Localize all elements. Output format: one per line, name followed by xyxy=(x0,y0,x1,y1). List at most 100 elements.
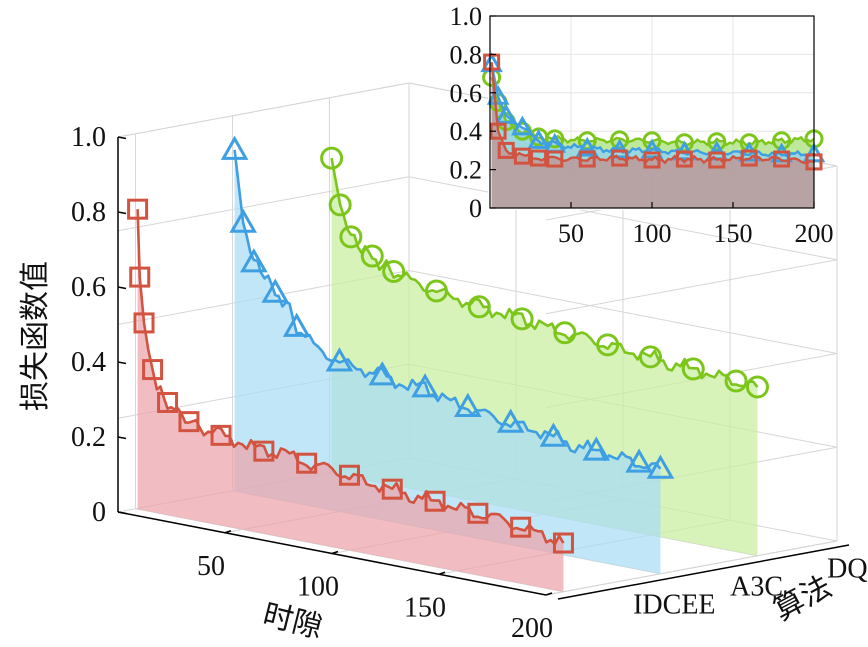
square-marker xyxy=(467,502,489,524)
grid-line xyxy=(117,176,410,232)
square-marker xyxy=(675,150,693,168)
x-tick-mark xyxy=(438,571,446,575)
square-marker xyxy=(127,198,149,220)
circle-marker xyxy=(596,333,620,357)
triangle-marker xyxy=(646,454,675,479)
circle-marker xyxy=(545,129,565,149)
series-line-A3C xyxy=(233,149,662,470)
category-label-IDCEE: IDCEE xyxy=(633,590,715,621)
inset-y-tick-label: 1.0 xyxy=(450,2,483,31)
x-tick-label: 50 xyxy=(197,551,225,582)
triangle-marker xyxy=(496,408,525,433)
circle-marker xyxy=(510,307,534,331)
y-tick-label: 0.8 xyxy=(71,197,106,228)
square-marker xyxy=(708,151,726,169)
y-tick-label: 0.2 xyxy=(71,422,106,453)
y-tick-mark xyxy=(117,211,127,215)
triangle-marker xyxy=(494,104,518,124)
category-label-DQN: DQN xyxy=(827,554,868,585)
triangle-marker xyxy=(608,138,631,159)
square-marker xyxy=(210,424,232,446)
square-marker xyxy=(483,53,501,71)
circle-marker xyxy=(328,193,352,217)
circle-marker xyxy=(320,146,344,170)
x-axis-label: 时隙 xyxy=(260,598,326,645)
square-marker xyxy=(513,147,531,165)
square-marker xyxy=(133,312,155,334)
square-marker xyxy=(157,391,179,413)
circle-marker xyxy=(638,345,662,369)
circle-marker xyxy=(724,369,748,393)
triangle-marker xyxy=(454,392,482,417)
square-marker xyxy=(296,452,318,474)
triangle-marker xyxy=(240,248,268,273)
square-marker xyxy=(142,359,164,381)
square-marker xyxy=(381,478,403,500)
x-tick-label: 150 xyxy=(404,592,446,623)
square-marker xyxy=(578,150,596,168)
x-tick-label: 100 xyxy=(297,572,339,603)
x-tick-label: 200 xyxy=(511,613,553,644)
square-marker xyxy=(740,149,758,167)
x-tick-mark xyxy=(545,592,553,596)
inset-axes: 0 0.2 0.4 0.6 0.8 1.0 50 100 150 200 xyxy=(450,2,834,248)
inset-fill-IDCEE xyxy=(491,62,814,208)
y-axis-label: 损失函数值 xyxy=(19,261,52,411)
y-tick-label: 1.0 xyxy=(71,122,106,153)
circle-marker xyxy=(681,357,705,381)
circle-marker xyxy=(424,279,448,303)
x-tick-mark xyxy=(224,530,232,534)
series-fills xyxy=(137,149,758,592)
series-line-DQN xyxy=(330,157,759,388)
series-fill-IDCEE xyxy=(137,209,564,592)
inset-y-tick-label: 0.8 xyxy=(450,40,483,69)
triangle-marker xyxy=(368,361,397,386)
y-tick-mark xyxy=(117,436,127,440)
category-label-A3C: A3C xyxy=(730,572,783,603)
inset-y-tick-label: 0.2 xyxy=(450,156,483,185)
inset-chart: 0 0.2 0.4 0.6 0.8 1.0 50 100 150 200 xyxy=(450,2,834,248)
square-marker xyxy=(129,266,151,288)
y-tick-mark xyxy=(117,361,127,365)
y-tick-mark xyxy=(117,136,127,140)
square-marker xyxy=(178,411,200,433)
triangle-marker xyxy=(282,312,311,337)
square-marker xyxy=(338,464,360,486)
square-marker xyxy=(424,490,446,512)
circle-marker xyxy=(772,131,792,151)
square-marker xyxy=(643,151,661,169)
triangle-marker xyxy=(582,436,611,461)
square-marker xyxy=(611,149,629,167)
square-marker xyxy=(530,149,548,167)
circle-marker xyxy=(360,244,384,268)
circle-marker xyxy=(467,295,491,319)
inset-y-tick-label: 0 xyxy=(469,194,482,223)
axes-layer: 0 0.2 0.4 0.6 0.8 1.0 50 100 150 200 IDCEE A3C DQN xyxy=(71,122,868,644)
series-lines xyxy=(127,135,769,554)
triangle-marker xyxy=(261,278,290,303)
triangle-marker xyxy=(511,115,534,136)
grid-edge xyxy=(117,82,410,138)
square-marker xyxy=(773,150,791,168)
y-tick-label: 0 xyxy=(92,497,106,528)
grid-line xyxy=(545,259,838,315)
inset-y-tick-label: 0.4 xyxy=(450,117,483,146)
triangle-marker xyxy=(411,373,439,398)
x-tick-mark xyxy=(331,550,339,555)
circle-marker xyxy=(745,375,769,399)
triangle-marker xyxy=(325,347,354,372)
triangle-marker xyxy=(575,136,599,157)
y-tick-label: 0.6 xyxy=(71,272,106,303)
inset-y-tick-label: 0.6 xyxy=(450,79,483,108)
inset-x-tick-label: 150 xyxy=(714,219,753,248)
square-marker xyxy=(510,516,532,538)
square-marker xyxy=(253,440,275,462)
grid-edge xyxy=(545,540,838,596)
y-tick-label: 0.4 xyxy=(71,347,106,378)
y-tick-mark xyxy=(117,286,127,290)
circle-marker xyxy=(339,225,363,249)
square-marker xyxy=(497,141,515,159)
circle-marker xyxy=(382,259,406,283)
triangle-marker xyxy=(527,129,550,149)
